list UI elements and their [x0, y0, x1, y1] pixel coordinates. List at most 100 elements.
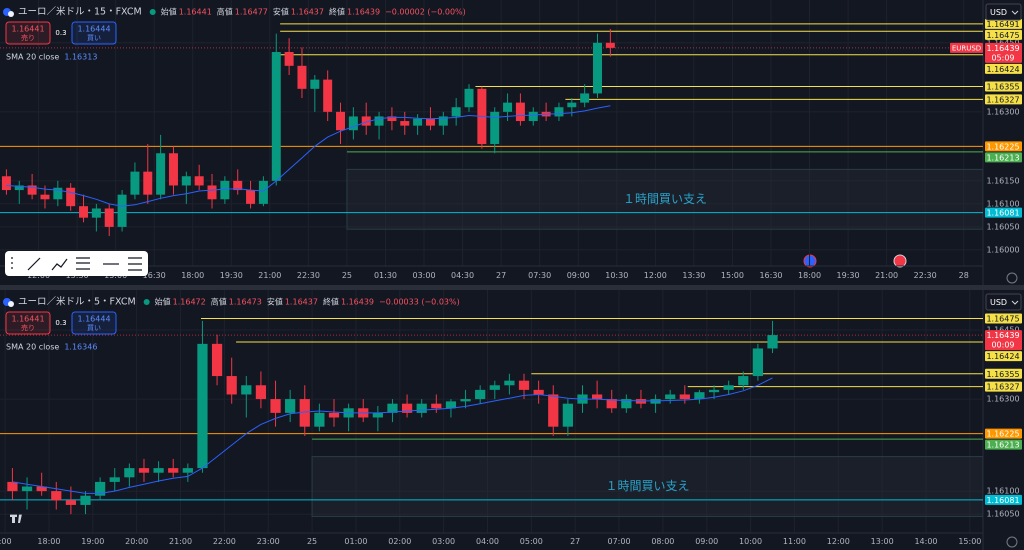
x-tick-label: 27	[496, 271, 506, 280]
candle-body	[1, 176, 11, 191]
candle-body	[413, 118, 423, 126]
x-tick-label: 07:30	[528, 271, 551, 280]
level-label-bg	[985, 313, 1022, 324]
sell-button[interactable]	[5, 311, 51, 335]
buy-button[interactable]	[71, 21, 117, 45]
logo	[10, 514, 22, 523]
y-tick-label: 1.16100	[986, 487, 1019, 496]
market-status	[143, 299, 150, 305]
candle-body	[451, 107, 461, 117]
settings-icon[interactable]	[1006, 272, 1018, 284]
spread: 0.3	[55, 29, 66, 37]
indicator-name: SMA 20 close	[6, 343, 59, 352]
x-tick-label: 22:30	[297, 271, 320, 280]
level-label: 1.16213	[986, 441, 1019, 450]
ohlc-value: 1.16437	[291, 8, 324, 17]
level-label-bg	[985, 381, 1022, 392]
ohlc-value: 1.16477	[235, 8, 268, 17]
x-tick-label: 03:00	[432, 537, 455, 546]
x-tick-label: 07:00	[608, 537, 631, 546]
sell-label: 売り	[21, 323, 35, 332]
candle-body	[168, 468, 179, 473]
x-tick-label: 18:00	[181, 271, 204, 280]
sell-button[interactable]	[5, 21, 51, 45]
x-tick-label: 28	[959, 271, 969, 280]
x-tick-label: 08:00	[651, 537, 674, 546]
y-tick-label: 1.16100	[986, 199, 1019, 208]
candle-body	[580, 93, 590, 103]
countdown-label: 00:09	[991, 341, 1014, 350]
x-tick-label: 22:30	[914, 271, 937, 280]
x-tick-label: 11:00	[783, 537, 806, 546]
ohlc-label: 高値	[217, 7, 233, 17]
event-flag[interactable]	[893, 254, 907, 268]
x-tick-label: 19:30	[837, 271, 860, 280]
x-tick-label: 01:30	[374, 271, 397, 280]
currency-caret	[1011, 300, 1019, 305]
level-label-bg	[985, 141, 1022, 152]
candle-body	[91, 208, 101, 218]
candle-body	[548, 394, 559, 427]
candle-body	[220, 180, 230, 200]
y-tick-label: 1.16000	[986, 245, 1019, 254]
ohlc-label: 安値	[273, 7, 289, 17]
trend-line-icon[interactable]	[27, 257, 41, 271]
x-tick-label: 20:00	[125, 537, 148, 546]
fib-icon[interactable]	[76, 257, 90, 270]
ohlc-value: 1.16437	[285, 298, 318, 307]
level-label-bg	[985, 368, 1022, 379]
level-label: 1.16225	[986, 430, 1019, 439]
x-tick-label: 19:00	[81, 537, 104, 546]
candle-body	[226, 376, 237, 395]
currency-box[interactable]	[985, 3, 1022, 21]
candle-body	[181, 176, 191, 186]
candle-body	[416, 403, 427, 413]
candle-body	[246, 190, 256, 204]
candle-body	[738, 376, 749, 386]
change-value: −0.00002 (−0.00%)	[385, 8, 466, 17]
ohlc-value: 1.16439	[347, 8, 380, 17]
x-tick-label: 19:30	[220, 271, 243, 280]
level-label: 1.16355	[986, 83, 1019, 92]
candle-body	[621, 399, 632, 409]
level-label-bg	[985, 494, 1022, 505]
level-label: 1.16424	[986, 65, 1019, 74]
currency-box[interactable]	[985, 293, 1022, 311]
drawing-toolbar[interactable]	[5, 251, 148, 276]
candle-body	[130, 171, 140, 195]
x-tick-label: 16:30	[143, 271, 166, 280]
candle-body	[723, 385, 734, 390]
x-tick-label: 12:00	[644, 271, 667, 280]
candle-body	[372, 412, 383, 418]
x-tick-label: 04:00	[476, 537, 499, 546]
ohlc-label: 始値	[161, 7, 177, 17]
sell-price: 1.16441	[11, 315, 44, 324]
x-tick-label: 04:30	[451, 271, 474, 280]
currency-caret	[1011, 10, 1019, 15]
candle-body	[27, 185, 37, 195]
parallel-icon[interactable]	[128, 257, 142, 271]
ray-icon[interactable]	[51, 258, 68, 271]
x-tick-label: 14:00	[914, 537, 937, 546]
candle-body	[554, 107, 564, 117]
candle-body	[562, 403, 573, 427]
x-tick-label: 16:30	[759, 271, 782, 280]
x-tick-label: 13:00	[871, 537, 894, 546]
candle-body	[95, 481, 106, 496]
candle-body	[605, 42, 615, 48]
candle-body	[606, 399, 617, 409]
market-status	[149, 9, 156, 15]
settings-icon[interactable]	[1006, 536, 1018, 548]
symbol-tag: EURUSD	[952, 44, 981, 52]
price-label: 1.16439	[986, 44, 1019, 53]
candle-body	[271, 52, 281, 181]
annotation-box	[346, 168, 983, 230]
buy-button[interactable]	[71, 311, 117, 335]
candle-body	[515, 102, 525, 122]
candle-body	[464, 88, 474, 108]
candle-body	[65, 500, 77, 505]
candle-body	[241, 385, 252, 395]
level-label-bg	[985, 94, 1022, 105]
